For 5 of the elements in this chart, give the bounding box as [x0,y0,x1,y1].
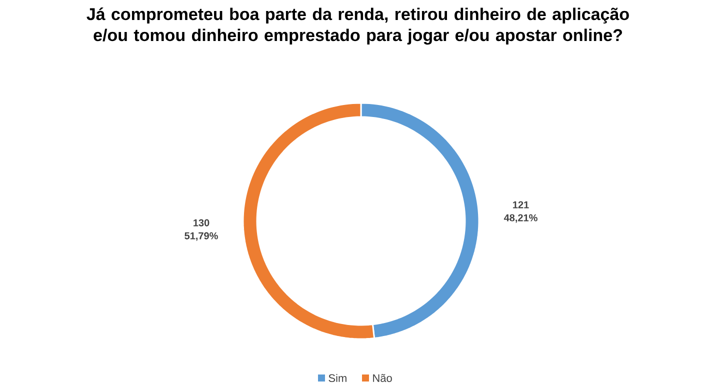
data-label: 121 48,21% [504,201,538,223]
data-label: 130 51,79% [184,219,218,241]
legend-label: Não [373,374,392,382]
legend-label: Sim [328,374,346,382]
chart-title: Já comprometeu boa parte da renda, retirou dinheiro de aplicação e/ou tomou dinheiro emprestado para jogar e/ou apostar online? [86,8,629,45]
